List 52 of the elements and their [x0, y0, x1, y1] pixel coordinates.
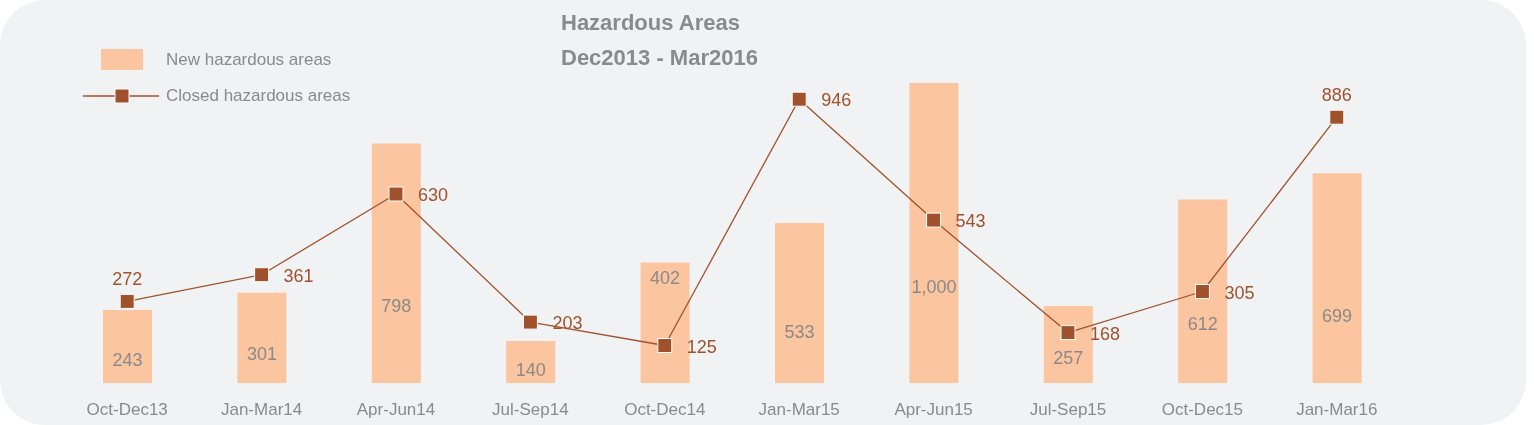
- x-tick-label: Oct-Dec14: [624, 400, 706, 420]
- bar: [237, 292, 287, 383]
- bar: [775, 223, 824, 383]
- data-label: 140: [515, 359, 546, 380]
- bar: [103, 310, 152, 383]
- x-tick-label: Oct-Dec13: [86, 400, 168, 420]
- data-label: 630: [418, 185, 449, 205]
- point: [1060, 325, 1076, 341]
- data-label: 168: [1090, 323, 1121, 344]
- data-label: 125: [686, 336, 717, 357]
- legend-label: New hazardous areas: [166, 50, 332, 70]
- x-tick-label: Jan-Mar15: [758, 400, 840, 420]
- data-label: 543: [955, 211, 986, 232]
- bar: [506, 341, 556, 383]
- x-tick-label: Apr-Jun14: [356, 400, 436, 420]
- data-label: 203: [552, 313, 583, 334]
- data-label: 301: [246, 344, 277, 365]
- chart-subtitle: Dec2013 - Mar2016: [561, 44, 758, 72]
- point: [254, 267, 270, 283]
- data-label: 798: [381, 296, 412, 317]
- point: [657, 338, 673, 353]
- data-label: 402: [650, 268, 681, 289]
- point: [522, 314, 538, 330]
- x-tick-label: Jul-Sep15: [1029, 400, 1107, 420]
- data-label: 243: [112, 349, 143, 370]
- data-label: 257: [1053, 348, 1084, 369]
- x-tick-label: Apr-Jun15: [894, 400, 973, 420]
- data-label: 946: [821, 90, 852, 111]
- data-label: 1,000: [911, 277, 957, 297]
- point: [1194, 284, 1210, 299]
- bar: [371, 143, 421, 383]
- data-label: 305: [1224, 282, 1255, 303]
- x-tick-label: Jan-Mar14: [220, 400, 303, 420]
- bar: [1043, 305, 1093, 383]
- point: [791, 91, 807, 107]
- point: [388, 186, 404, 202]
- legend-label: Closed hazardous areas: [166, 86, 351, 106]
- x-tick-label: Jan-Mar16: [1296, 400, 1378, 420]
- point: [926, 212, 942, 228]
- point: [119, 293, 135, 309]
- data-label: 361: [283, 265, 314, 286]
- point: [1329, 109, 1345, 125]
- data-label: 886: [1321, 85, 1352, 106]
- data-label: 533: [784, 321, 815, 342]
- bar: [1312, 173, 1362, 383]
- x-tick-label: Oct-Dec15: [1161, 400, 1244, 420]
- data-label: 699: [1322, 305, 1353, 326]
- data-label: 272: [112, 269, 143, 290]
- data-label: 612: [1187, 314, 1218, 335]
- x-tick-label: Jul-Sep14: [492, 400, 569, 420]
- chart-title: Hazardous Areas: [561, 9, 741, 37]
- bar: [640, 262, 690, 383]
